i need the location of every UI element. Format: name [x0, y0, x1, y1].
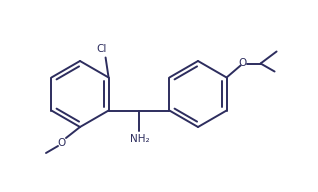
- Text: NH₂: NH₂: [130, 133, 150, 143]
- Text: O: O: [238, 59, 247, 69]
- Text: O: O: [58, 138, 66, 148]
- Text: Cl: Cl: [96, 45, 107, 55]
